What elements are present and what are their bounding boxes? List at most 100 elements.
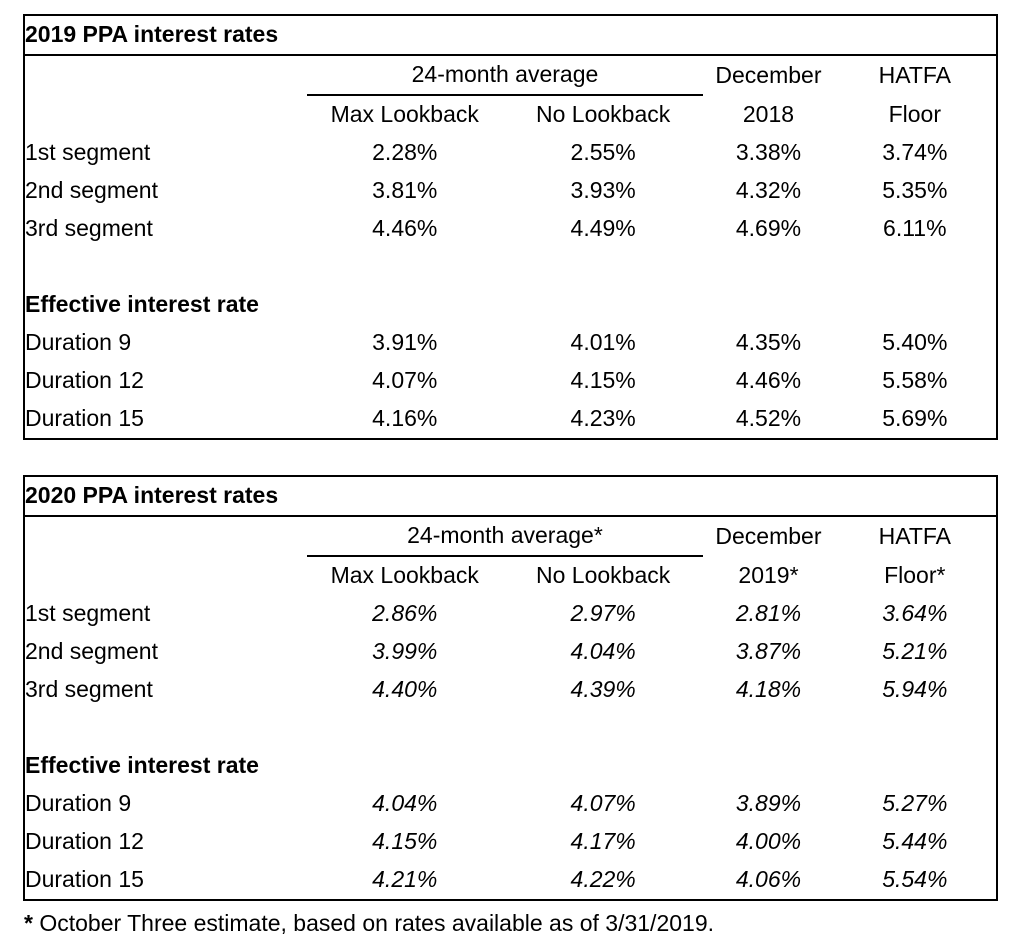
rate-value: 3.91% bbox=[372, 329, 438, 356]
rate-value: 3.99% bbox=[372, 638, 438, 665]
section-heading-effective-interest-rate: Effective interest rate bbox=[25, 291, 259, 318]
row-label: Duration 9 bbox=[25, 790, 132, 817]
row-label: Duration 9 bbox=[25, 329, 132, 356]
row-label: Duration 12 bbox=[25, 828, 144, 855]
rate-value: 4.15% bbox=[570, 367, 636, 394]
rate-value: 4.18% bbox=[735, 676, 802, 703]
footnote: * October Three estimate, based on rates… bbox=[24, 910, 1024, 938]
rate-value: 4.52% bbox=[735, 405, 802, 432]
section-heading-row: Effective interest rate bbox=[24, 747, 997, 785]
rate-value: 2.86% bbox=[372, 600, 438, 627]
rate-value: 4.49% bbox=[570, 215, 636, 242]
footnote-asterisk: * bbox=[24, 910, 33, 936]
duration-row: Duration 9 3.91% 4.01% 4.35% 5.40% bbox=[24, 324, 997, 362]
rate-value: 4.46% bbox=[735, 367, 802, 394]
rate-value: 5.54% bbox=[882, 866, 948, 893]
rate-value: 4.01% bbox=[570, 329, 636, 356]
rate-value: 4.46% bbox=[372, 215, 438, 242]
col-header-december: December bbox=[715, 61, 822, 88]
spacer-cell bbox=[24, 55, 307, 95]
col-header-december-year: 2018 bbox=[742, 100, 795, 127]
rate-value: 5.69% bbox=[882, 405, 948, 432]
rate-value: 4.69% bbox=[735, 215, 802, 242]
rate-value: 4.22% bbox=[570, 866, 636, 893]
group-header-24-month-average: 24-month average* bbox=[306, 516, 704, 557]
group-header-24-month-average: 24-month average bbox=[306, 55, 704, 96]
duration-row: Duration 12 4.07% 4.15% 4.46% 5.58% bbox=[24, 362, 997, 400]
col-header-hatfa: HATFA bbox=[878, 522, 951, 549]
rate-value: 4.17% bbox=[570, 828, 636, 855]
col-header-december: December bbox=[715, 522, 822, 549]
rate-value: 4.16% bbox=[372, 405, 438, 432]
rate-value: 4.04% bbox=[372, 790, 438, 817]
col-header-hatfa: HATFA bbox=[878, 61, 951, 88]
segment-row: 1st segment 2.28% 2.55% 3.38% 3.74% bbox=[24, 134, 997, 172]
rate-value: 3.81% bbox=[372, 177, 438, 204]
rate-value: 3.87% bbox=[735, 638, 802, 665]
table-title: 2020 PPA interest rates bbox=[24, 476, 997, 517]
rate-value: 5.40% bbox=[882, 329, 948, 356]
row-label: 3rd segment bbox=[25, 215, 153, 242]
rate-value: 3.38% bbox=[735, 139, 802, 166]
header-row-group: 24-month average December HATFA bbox=[24, 55, 997, 96]
spacer-cell bbox=[24, 556, 307, 595]
row-label: 1st segment bbox=[25, 139, 151, 166]
rate-value: 2.81% bbox=[735, 600, 802, 627]
col-header-max-lookback: Max Lookback bbox=[330, 101, 479, 128]
row-label: Duration 12 bbox=[25, 367, 144, 394]
spacer-cell bbox=[24, 248, 997, 286]
col-header-no-lookback: No Lookback bbox=[536, 101, 671, 128]
row-label: 3rd segment bbox=[25, 676, 153, 703]
rate-value: 5.21% bbox=[882, 638, 948, 665]
footnote-text: October Three estimate, based on rates a… bbox=[32, 910, 715, 936]
row-label: 2nd segment bbox=[25, 177, 158, 204]
rate-value: 4.06% bbox=[735, 866, 802, 893]
segment-row: 2nd segment 3.81% 3.93% 4.32% 5.35% bbox=[24, 172, 997, 210]
duration-row: Duration 12 4.15% 4.17% 4.00% 5.44% bbox=[24, 823, 997, 861]
spacer-cell bbox=[24, 516, 307, 556]
rate-value: 4.23% bbox=[570, 405, 636, 432]
rate-value: 4.07% bbox=[372, 367, 438, 394]
duration-row: Duration 15 4.21% 4.22% 4.06% 5.54% bbox=[24, 861, 997, 900]
header-row-group: 24-month average* December HATFA bbox=[24, 516, 997, 557]
blank-row bbox=[24, 248, 997, 286]
spacer-cell bbox=[24, 709, 997, 747]
rate-value: 4.00% bbox=[735, 828, 802, 855]
section-heading-effective-interest-rate: Effective interest rate bbox=[25, 752, 259, 779]
rate-value: 4.15% bbox=[372, 828, 438, 855]
header-row-sub: Max Lookback No Lookback 2018 Floor bbox=[24, 95, 997, 134]
rate-value: 6.11% bbox=[883, 215, 947, 242]
rate-value: 5.58% bbox=[882, 367, 948, 394]
rate-value: 5.35% bbox=[882, 177, 948, 204]
rate-value: 4.21% bbox=[372, 866, 438, 893]
rate-value: 3.89% bbox=[735, 790, 802, 817]
duration-row: Duration 9 4.04% 4.07% 3.89% 5.27% bbox=[24, 785, 997, 823]
rate-value: 4.40% bbox=[372, 676, 438, 703]
rate-value: 3.64% bbox=[882, 600, 948, 627]
rate-value: 4.39% bbox=[570, 676, 636, 703]
rate-value: 4.04% bbox=[570, 638, 636, 665]
ppa-2019-rates-table: 2019 PPA interest rates 24-month average… bbox=[23, 14, 998, 440]
blank-row bbox=[24, 709, 997, 747]
rate-value: 5.94% bbox=[882, 676, 948, 703]
rate-value: 4.32% bbox=[735, 177, 802, 204]
segment-row: 3rd segment 4.46% 4.49% 4.69% 6.11% bbox=[24, 210, 997, 248]
section-heading-row: Effective interest rate bbox=[24, 286, 997, 324]
rate-value: 4.07% bbox=[570, 790, 636, 817]
rate-value: 5.44% bbox=[882, 828, 948, 855]
rate-value: 2.28% bbox=[372, 139, 438, 166]
table-title-row: 2019 PPA interest rates bbox=[24, 15, 997, 56]
table-title-row: 2020 PPA interest rates bbox=[24, 476, 997, 517]
row-label: Duration 15 bbox=[25, 866, 144, 893]
col-header-no-lookback: No Lookback bbox=[536, 562, 671, 589]
rate-value: 3.74% bbox=[882, 139, 948, 166]
col-header-december-year: 2019* bbox=[738, 561, 799, 588]
rate-value: 2.55% bbox=[570, 139, 636, 166]
ppa-2020-rates-table: 2020 PPA interest rates 24-month average… bbox=[23, 475, 998, 901]
segment-row: 1st segment 2.86% 2.97% 2.81% 3.64% bbox=[24, 595, 997, 633]
rate-value: 2.97% bbox=[570, 600, 636, 627]
rate-value: 5.27% bbox=[882, 790, 948, 817]
col-header-hatfa-floor: Floor* bbox=[884, 561, 946, 588]
segment-row: 2nd segment 3.99% 4.04% 3.87% 5.21% bbox=[24, 633, 997, 671]
